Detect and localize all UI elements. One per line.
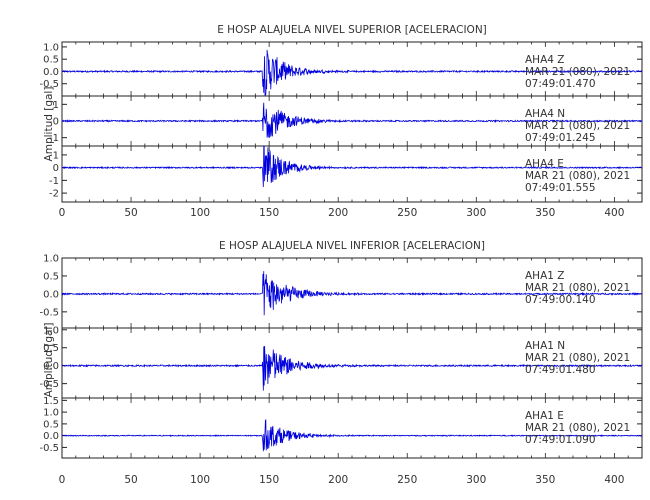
- waveform-trace: [61, 419, 643, 452]
- chart-title: E HOSP ALAJUELA NIVEL INFERIOR [ACELERAC…: [219, 240, 485, 252]
- record-time: 07:49:00.140: [525, 294, 596, 306]
- x-tick-label: 400: [604, 207, 624, 219]
- x-tick-label: 50: [124, 474, 137, 486]
- y-tick-label: -0.5: [39, 307, 59, 318]
- y-tick-label: 1.0: [43, 325, 59, 336]
- station-label: AHA1 N: [525, 340, 565, 352]
- x-tick-label: 400: [604, 474, 624, 486]
- record-date: MAR 21 (080), 2021: [525, 66, 630, 78]
- station-label: AHA4 E: [525, 158, 564, 170]
- record-date: MAR 21 (080), 2021: [525, 422, 630, 434]
- y-tick-label: 1.0: [43, 42, 59, 53]
- y-tick-label: -1: [49, 133, 59, 144]
- y-tick-label: 0.5: [43, 419, 59, 430]
- y-tick-label: 0.5: [43, 271, 59, 282]
- y-tick-label: 1: [53, 150, 59, 161]
- record-time: 07:49:01.470: [525, 78, 596, 90]
- y-axis-label: Amplitud [gal]: [43, 323, 55, 398]
- waveform-trace: [61, 145, 643, 187]
- record-time: 07:49:01.480: [525, 364, 596, 376]
- x-tick-label: 200: [328, 207, 348, 219]
- x-tick-label: 150: [259, 474, 279, 486]
- record-date: MAR 21 (080), 2021: [525, 120, 630, 132]
- y-tick-label: -2: [49, 189, 59, 200]
- record-date: MAR 21 (080), 2021: [525, 282, 630, 294]
- chart-group-2: E HOSP ALAJUELA NIVEL INFERIOR [ACELERAC…: [39, 240, 643, 486]
- y-tick-label: 1.0: [43, 254, 59, 265]
- waveform-trace: [61, 271, 643, 316]
- y-tick-label: 0.5: [43, 55, 59, 66]
- x-tick-label: 0: [59, 474, 66, 486]
- x-tick-label: 150: [259, 207, 279, 219]
- y-tick-label: -1: [49, 176, 59, 187]
- y-tick-label: 0.0: [43, 431, 59, 442]
- x-tick-label: 350: [535, 474, 555, 486]
- y-tick-label: 1.5: [43, 396, 59, 407]
- y-axis-label: Amplitud [gal]: [43, 87, 55, 162]
- record-time: 07:49:01.555: [525, 182, 596, 194]
- waveform-trace: [61, 102, 643, 138]
- waveform-trace: [61, 346, 643, 391]
- record-date: MAR 21 (080), 2021: [525, 170, 630, 182]
- y-tick-label: 0: [53, 163, 59, 174]
- station-label: AHA1 Z: [525, 270, 564, 282]
- station-label: AHA4 N: [525, 108, 565, 120]
- x-tick-label: 350: [535, 207, 555, 219]
- record-time: 07:49:01.090: [525, 434, 596, 446]
- y-tick-label: -0.5: [39, 443, 59, 454]
- y-tick-label: 0.0: [43, 289, 59, 300]
- x-tick-label: 300: [466, 474, 486, 486]
- station-label: AHA1 E: [525, 410, 564, 422]
- chart-group-1: E HOSP ALAJUELA NIVEL SUPERIOR [ACELERAC…: [39, 24, 643, 219]
- y-tick-label: -0.5: [39, 379, 59, 390]
- y-tick-label: 0.0: [43, 361, 59, 372]
- x-tick-label: 0: [59, 207, 66, 219]
- y-tick-label: 1.0: [43, 408, 59, 419]
- y-tick-label: 0.0: [43, 67, 59, 78]
- record-date: MAR 21 (080), 2021: [525, 352, 630, 364]
- y-tick-label: 1: [53, 100, 59, 111]
- record-time: 07:49:01.245: [525, 132, 596, 144]
- x-tick-label: 300: [466, 207, 486, 219]
- x-tick-label: 200: [328, 474, 348, 486]
- y-tick-label: 0.5: [43, 343, 59, 354]
- station-label: AHA4 Z: [525, 54, 564, 66]
- x-tick-label: 50: [124, 207, 137, 219]
- y-tick-label: 0: [53, 117, 59, 128]
- y-tick-label: -0.5: [39, 79, 59, 90]
- chart-title: E HOSP ALAJUELA NIVEL SUPERIOR [ACELERAC…: [217, 24, 487, 36]
- x-tick-label: 100: [190, 474, 210, 486]
- x-tick-label: 250: [397, 207, 417, 219]
- x-tick-label: 100: [190, 207, 210, 219]
- waveform-trace: [61, 49, 643, 97]
- x-tick-label: 250: [397, 474, 417, 486]
